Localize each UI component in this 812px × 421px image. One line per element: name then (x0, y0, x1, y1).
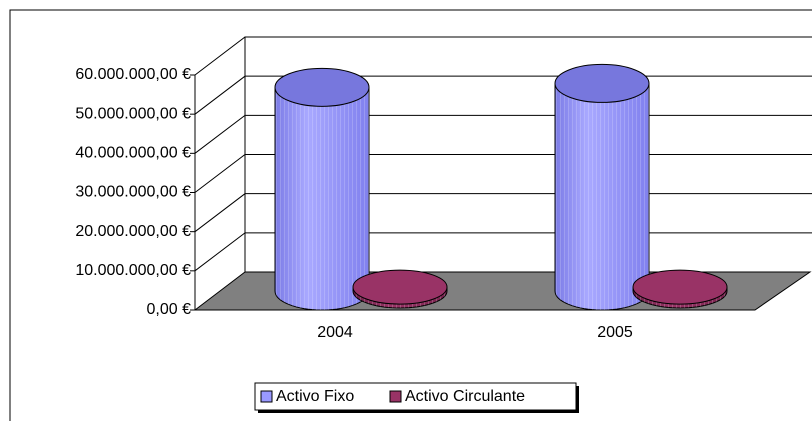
cylinder-top (352, 269, 448, 305)
legend (254, 382, 577, 411)
legend-swatch (260, 390, 273, 403)
cylinder-top (274, 67, 370, 107)
cylinder (554, 63, 650, 311)
legend-label: Activo Fixo (276, 388, 354, 405)
y-tick-label: 30.000.000,00 € (75, 184, 191, 201)
cylinder (352, 269, 448, 309)
cylinder-top (554, 63, 650, 103)
cylinder-stripes (275, 87, 369, 310)
cylinder-top (632, 269, 728, 305)
y-tick-label: 50.000.000,00 € (75, 105, 191, 122)
grid-line (194, 36, 812, 76)
y-tick-label: 40.000.000,00 € (75, 145, 191, 162)
cylinder (632, 269, 728, 309)
cylinder-stripes (555, 83, 649, 311)
y-tick-label: 60.000.000,00 € (75, 66, 191, 83)
legend-label: Activo Circulante (405, 388, 525, 405)
y-tick-label: 0,00 € (147, 301, 192, 318)
y-tick-label: 20.000.000,00 € (75, 223, 191, 240)
x-tick-label: 2005 (597, 324, 633, 341)
cylinder (274, 67, 370, 311)
legend-swatch (389, 390, 402, 403)
frame (9, 9, 812, 421)
y-tick-label: 10.000.000,00 € (75, 262, 191, 279)
x-tick-label: 2004 (317, 324, 353, 341)
